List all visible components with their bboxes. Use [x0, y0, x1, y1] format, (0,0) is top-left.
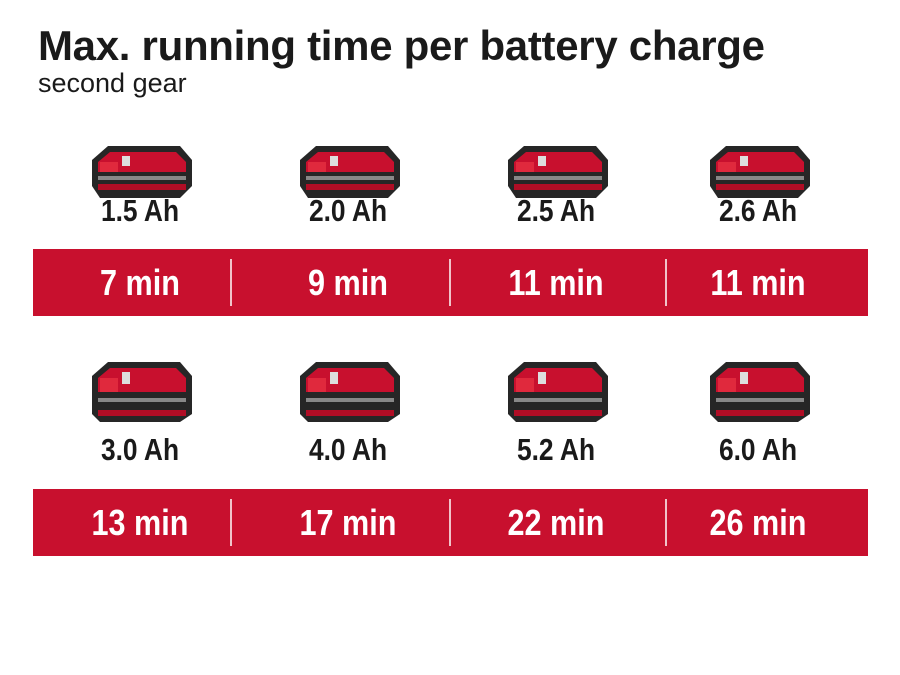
runtime-value: 26 min	[709, 502, 807, 543]
battery-pack-icon	[496, 124, 616, 204]
runtime-value: 17 min	[299, 502, 397, 543]
divider	[449, 259, 451, 306]
runtime-value: 7 min	[100, 262, 180, 303]
battery-capacity: 3.0 Ah	[100, 432, 180, 467]
runtime-bar: 13 min 17 min 22 min 26 min	[33, 489, 868, 556]
battery-capacity: 6.0 Ah	[718, 432, 798, 467]
battery-capacity: 2.0 Ah	[308, 193, 388, 228]
page-subtitle: second gear	[38, 68, 187, 98]
battery-pack-icon	[698, 124, 818, 204]
battery-capacity: 5.2 Ah	[516, 432, 596, 467]
battery-pack-icon	[496, 348, 616, 428]
runtime-value: 11 min	[710, 262, 806, 303]
divider	[230, 499, 232, 546]
battery-pack-icon	[80, 124, 200, 204]
battery-capacity: 2.5 Ah	[516, 193, 596, 228]
divider	[449, 499, 451, 546]
battery-capacity: 2.6 Ah	[718, 193, 798, 228]
battery-capacity: 1.5 Ah	[100, 193, 180, 228]
runtime-value: 13 min	[91, 502, 189, 543]
battery-pack-icon	[288, 348, 408, 428]
page-title: Max. running time per battery charge	[38, 22, 765, 69]
divider	[230, 259, 232, 306]
battery-capacity: 4.0 Ah	[308, 432, 388, 467]
runtime-value: 11 min	[508, 262, 604, 303]
battery-pack-icon	[288, 124, 408, 204]
divider	[665, 259, 667, 306]
battery-pack-icon	[698, 348, 818, 428]
divider	[665, 499, 667, 546]
battery-pack-icon	[80, 348, 200, 428]
runtime-value: 9 min	[308, 262, 388, 303]
runtime-value: 22 min	[507, 502, 605, 543]
runtime-bar: 7 min 9 min 11 min 11 min	[33, 249, 868, 316]
